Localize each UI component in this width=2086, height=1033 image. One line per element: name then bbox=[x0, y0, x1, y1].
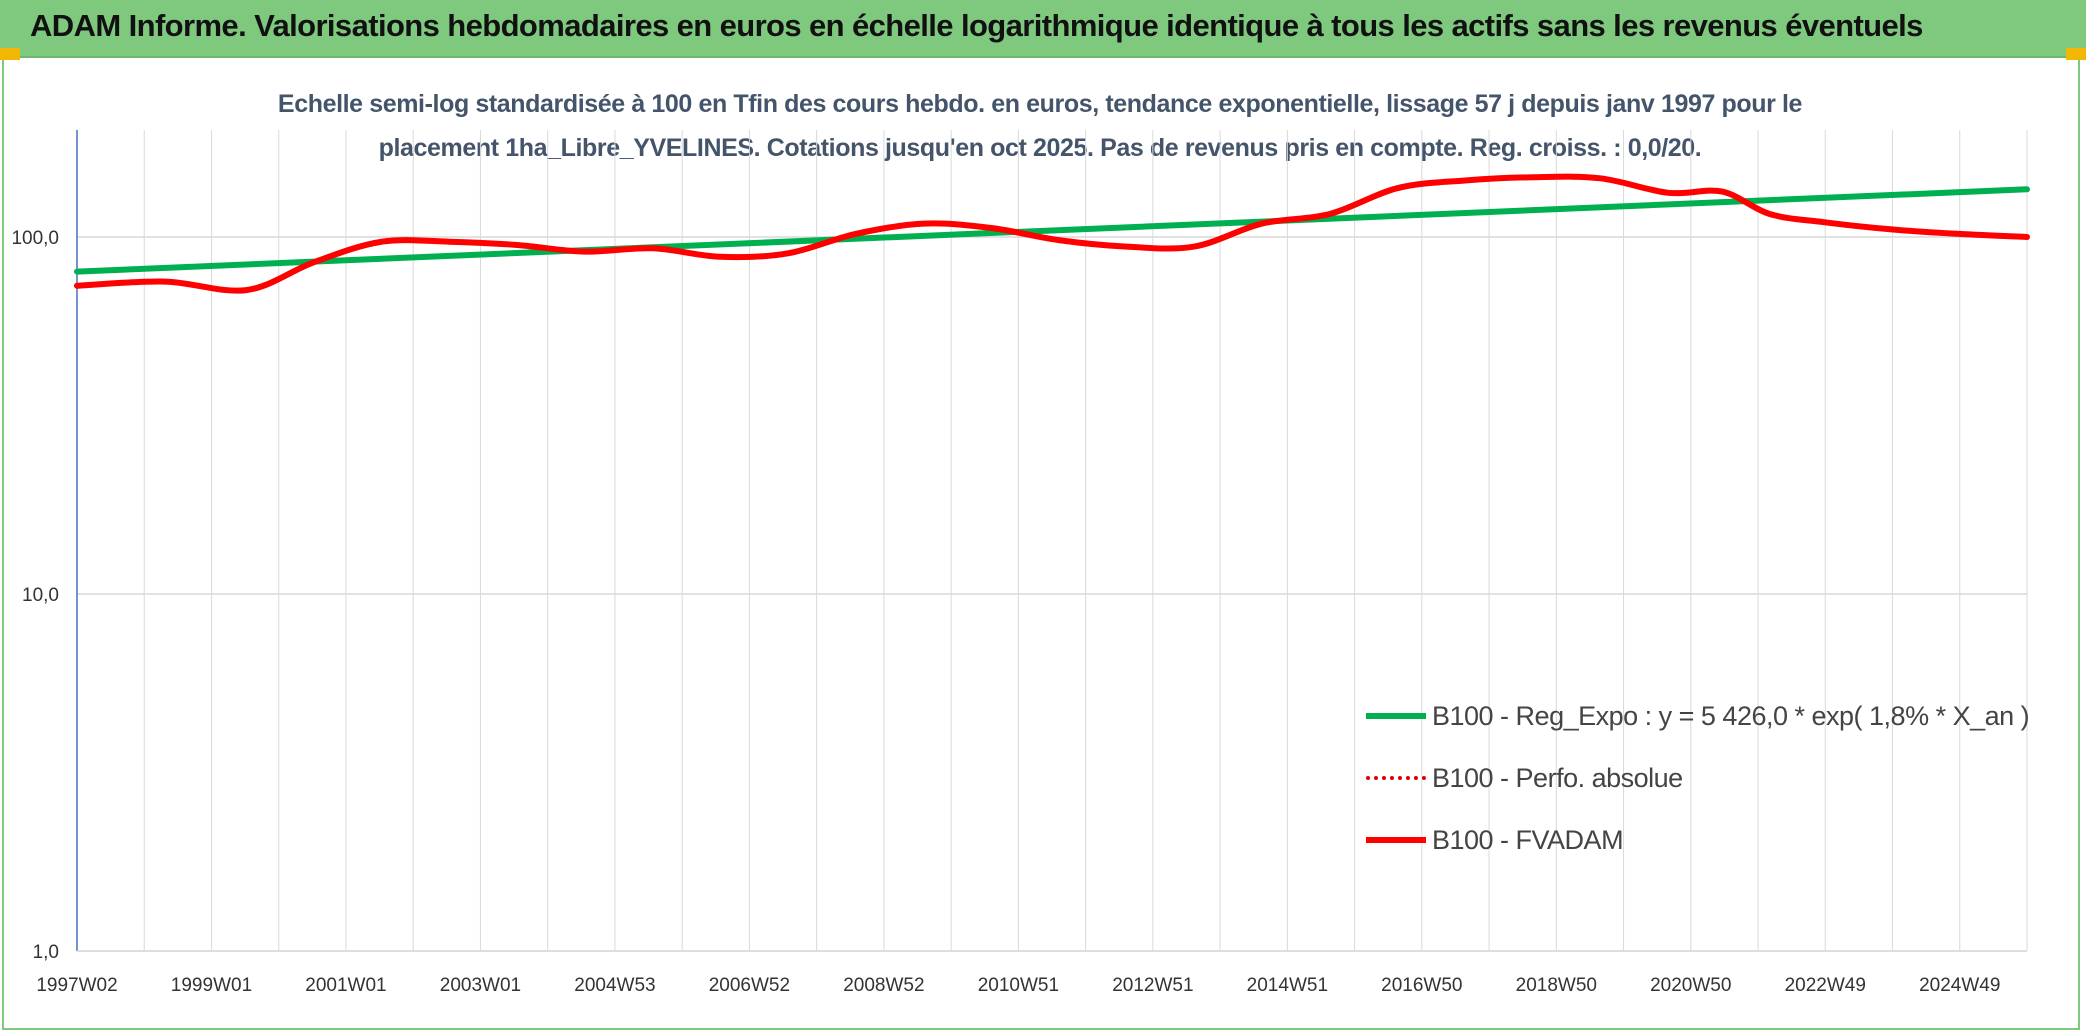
legend-swatch-perfo bbox=[1366, 776, 1426, 780]
corner-marker-left bbox=[0, 48, 20, 60]
y-tick-label: 10,0 bbox=[22, 585, 59, 606]
x-tick-label: 2014W51 bbox=[1247, 975, 1328, 996]
chart-title-line-1: Echelle semi-log standardisée à 100 en T… bbox=[277, 90, 1803, 118]
report-title: ADAM Informe. Valorisations hebdomadaire… bbox=[30, 8, 1923, 43]
legend-swatch-fvadam bbox=[1366, 837, 1426, 843]
legend-label-perfo: B100 - Perfo. absolue bbox=[1432, 762, 1683, 793]
x-tick-label: 2008W52 bbox=[843, 975, 924, 996]
x-tick-label: 1999W01 bbox=[171, 975, 252, 996]
x-tick-label: 2022W49 bbox=[1785, 975, 1866, 996]
legend-item-fvadam: B100 - FVADAM bbox=[1366, 809, 2066, 871]
chart-frame bbox=[2, 60, 2080, 1030]
y-tick-labels: 1,0 10,0 100,0 bbox=[11, 228, 59, 963]
x-tick-label: 2020W50 bbox=[1650, 975, 1731, 996]
chart-title-line-2: placement 1ha_Libre_YVELINES. Cotations … bbox=[378, 134, 1702, 162]
x-tick-label: 1997W02 bbox=[36, 975, 117, 996]
x-tick-label: 2024W49 bbox=[1919, 975, 2000, 996]
legend-label-reg-expo: B100 - Reg_Expo : y = 5 426,0 * exp( 1,8… bbox=[1432, 700, 2030, 731]
chart-legend: B100 - Reg_Expo : y = 5 426,0 * exp( 1,8… bbox=[1366, 685, 2066, 871]
y-tick-label: 100,0 bbox=[11, 228, 59, 249]
legend-swatch-reg-expo bbox=[1366, 713, 1426, 719]
chart-title: Echelle semi-log standardisée à 100 en T… bbox=[160, 82, 1920, 170]
x-tick-label: 2001W01 bbox=[305, 975, 386, 996]
legend-label-fvadam: B100 - FVADAM bbox=[1432, 824, 1624, 855]
x-tick-label: 2003W01 bbox=[440, 975, 521, 996]
y-tick-label: 1,0 bbox=[33, 942, 59, 963]
x-tick-label: 2018W50 bbox=[1516, 975, 1597, 996]
x-tick-label: 2006W52 bbox=[709, 975, 790, 996]
x-tick-label: 2016W50 bbox=[1381, 975, 1462, 996]
report-header: ADAM Informe. Valorisations hebdomadaire… bbox=[0, 0, 2086, 58]
vertical-gridlines bbox=[143, 130, 2028, 951]
x-tick-label: 2012W51 bbox=[1112, 975, 1193, 996]
legend-item-reg-expo: B100 - Reg_Expo : y = 5 426,0 * exp( 1,8… bbox=[1366, 685, 2066, 747]
x-tick-label: 2010W51 bbox=[978, 975, 1059, 996]
x-tick-labels: 1997W02 1999W01 2001W01 2003W01 2004W53 2006W… bbox=[36, 975, 2000, 996]
series-line-fvadam bbox=[74, 173, 2030, 294]
x-tick-label: 2004W53 bbox=[574, 975, 655, 996]
series-lines bbox=[74, 173, 2030, 294]
series-line-reg-expo bbox=[74, 186, 2030, 275]
legend-item-perfo: B100 - Perfo. absolue bbox=[1366, 747, 2066, 809]
corner-marker-right bbox=[2066, 48, 2086, 60]
